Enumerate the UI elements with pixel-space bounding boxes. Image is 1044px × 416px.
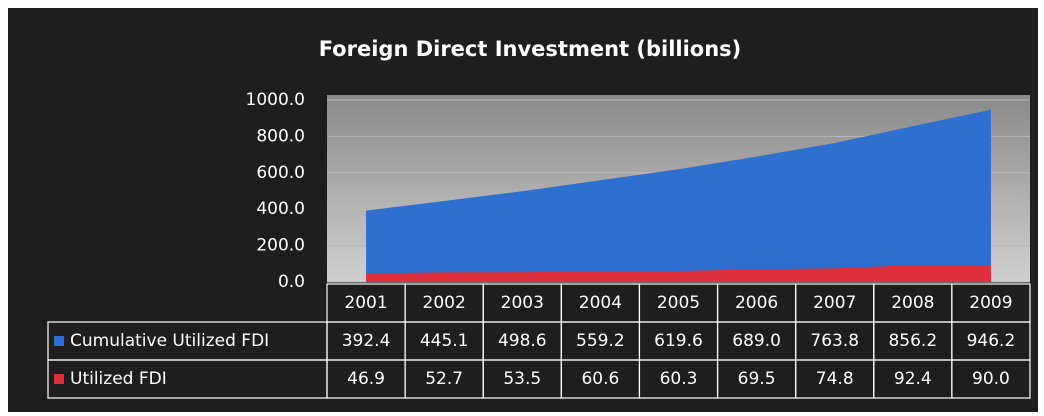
- data-label: 52.7: [425, 369, 463, 389]
- data-label: 392.4: [342, 331, 391, 351]
- data-label: 689.0: [732, 331, 781, 351]
- table-cell: [951, 359, 1031, 399]
- y-tick-label: 600.0: [256, 163, 305, 183]
- legend-label: Cumulative Utilized FDI: [70, 331, 269, 351]
- data-label: 92.4: [894, 369, 932, 389]
- data-label: 90.0: [972, 369, 1010, 389]
- data-label: 60.6: [581, 369, 619, 389]
- legend-swatch: [54, 374, 64, 384]
- x-tick-label: 2009: [969, 293, 1012, 313]
- data-label: 46.9: [347, 369, 385, 389]
- data-label: 763.8: [810, 331, 859, 351]
- x-tick-label: 2005: [657, 293, 700, 313]
- x-tick-label: 2002: [423, 293, 466, 313]
- x-tick-label: 2001: [344, 293, 387, 313]
- y-tick-label: 1000.0: [246, 90, 305, 110]
- data-label: 445.1: [420, 331, 469, 351]
- x-tick-label: 2003: [501, 293, 544, 313]
- data-label: 856.2: [888, 331, 937, 351]
- chart-title: Foreign Direct Investment (billions): [319, 37, 742, 61]
- x-tick-label: 2007: [813, 293, 856, 313]
- data-label: 498.6: [498, 331, 547, 351]
- y-tick-label: 0.0: [278, 272, 305, 292]
- legend-label: Utilized FDI: [70, 369, 167, 389]
- data-label: 559.2: [576, 331, 625, 351]
- y-tick-label: 400.0: [256, 199, 305, 219]
- x-tick-label: 2006: [735, 293, 778, 313]
- y-tick-label: 200.0: [256, 236, 305, 256]
- data-label: 619.6: [654, 331, 703, 351]
- area: [366, 265, 991, 282]
- x-tick-label: 2004: [579, 293, 622, 313]
- legend-swatch: [54, 336, 64, 346]
- x-tick-label: 2008: [891, 293, 934, 313]
- data-label: 60.3: [660, 369, 698, 389]
- data-label: 53.5: [503, 369, 541, 389]
- area: [366, 109, 991, 283]
- data-label: 69.5: [738, 369, 776, 389]
- y-tick-label: 800.0: [256, 126, 305, 146]
- data-label: 946.2: [967, 331, 1016, 351]
- data-label: 74.8: [816, 369, 854, 389]
